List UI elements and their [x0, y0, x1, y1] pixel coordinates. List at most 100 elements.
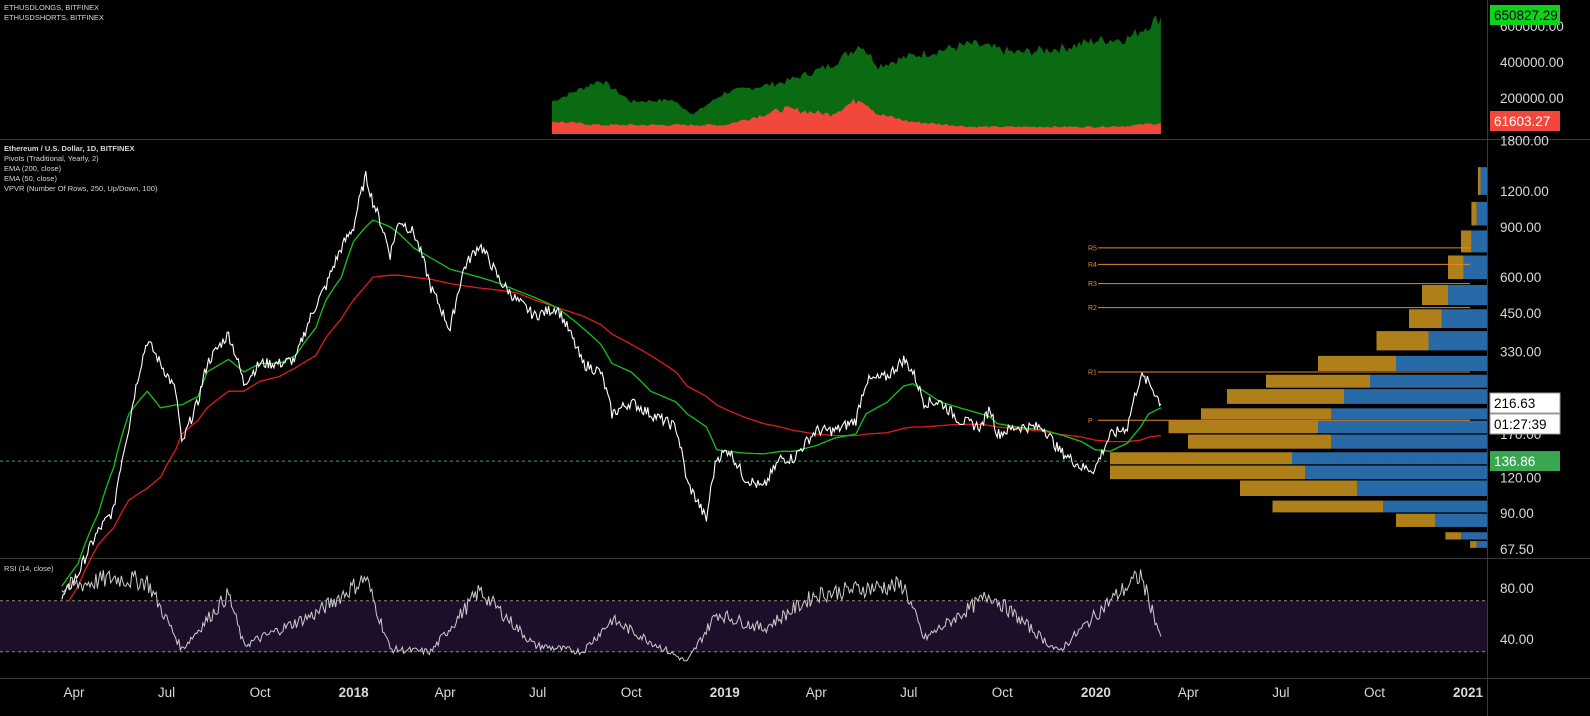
- volume-profile-up-bar: [1370, 374, 1487, 388]
- volume-profile-up-bar: [1461, 532, 1487, 540]
- longs-last-tag-box: [1490, 5, 1560, 25]
- volume-profile-down-bar: [1396, 513, 1435, 527]
- price-axis-tick: 600.00: [1500, 270, 1541, 285]
- pivot-label-r5: R5: [1088, 245, 1097, 252]
- time-axis-month: Oct: [621, 685, 642, 700]
- time-axis-year: 2020: [1081, 685, 1111, 700]
- volume-profile-down-bar: [1477, 167, 1481, 195]
- volume-profile-up-bar: [1471, 230, 1487, 253]
- rsi-pane-legend: RSI (14, close): [4, 564, 54, 574]
- volume-profile-up-bar: [1292, 452, 1487, 465]
- volume-profile-up-bar: [1441, 309, 1487, 329]
- time-axis-month: Jul: [158, 685, 175, 700]
- price-axis-tick: 900.00: [1500, 220, 1541, 235]
- volume-profile-down-bar: [1409, 309, 1442, 329]
- price-last-tag-box: [1489, 392, 1561, 414]
- time-axis[interactable]: Apr Jul Oct 2018 Apr Jul Oct 2019 Apr Jul Oct 2020 A…: [64, 685, 1484, 700]
- volume-profile-down-bar: [1272, 500, 1383, 513]
- volume-profile-up-bar: [1463, 255, 1487, 280]
- symbol-title[interactable]: Ethereum / U.S. Dollar, 1D, BITFINEX: [4, 144, 135, 153]
- ema200-line: [61, 274, 1161, 615]
- countdown-tag: 01:27:39: [1489, 413, 1561, 435]
- hline-price-tag: 136.86: [1490, 451, 1560, 472]
- longs-area: [551, 15, 1161, 134]
- volume-profile-up-bar: [1318, 420, 1487, 434]
- volume-profile-up-bar: [1344, 389, 1487, 404]
- last-value-tags: 650827.29 61603.27 216.63 01:27:39 136.86: [1489, 5, 1561, 472]
- top-axis-tick: 400000.00: [1500, 55, 1564, 70]
- shorts-last-tag-text: 61603.27: [1494, 114, 1550, 129]
- volume-profile-up-bar: [1305, 465, 1487, 480]
- volume-profile-up-bar: [1448, 284, 1487, 306]
- pivot-label-r3: R3: [1088, 281, 1097, 288]
- longs-last-tag-text: 650827.29: [1494, 8, 1558, 23]
- shorts-area: [551, 98, 1161, 134]
- legend-rsi[interactable]: RSI (14, close): [4, 564, 54, 573]
- volume-profile-down-bar: [1376, 331, 1429, 351]
- volume-profile-down-bar: [1445, 532, 1461, 540]
- rsi-axis-tick: 80.00: [1500, 581, 1534, 596]
- shorts-last-tag: 61603.27: [1490, 111, 1560, 131]
- time-axis-month: Oct: [250, 685, 271, 700]
- countdown-tag-box: [1489, 413, 1561, 435]
- volume-profile-up-bar: [1428, 331, 1487, 351]
- volume-profile-down-bar: [1240, 480, 1357, 497]
- legend-vpvr[interactable]: VPVR (Number Of Rows, 250, Up/Down, 100): [4, 184, 158, 193]
- rsi-line: [61, 569, 1162, 662]
- price-axis-tick: 67.50: [1500, 542, 1534, 557]
- volume-profile-down-bar: [1470, 541, 1477, 548]
- time-axis-year: 2018: [339, 685, 370, 700]
- volume-profile-down-bar: [1110, 452, 1292, 465]
- volume-profile-down-bar: [1110, 465, 1305, 480]
- volume-profile-down-bar: [1461, 230, 1472, 253]
- rsi-band: [0, 600, 1487, 652]
- volume-profile-down-bar: [1201, 408, 1331, 420]
- time-axis-month: Apr: [435, 685, 457, 700]
- time-axis-year: 2021: [1453, 685, 1484, 700]
- top-pane-legend: ETHUSDLONGS, BITFINEX ETHUSDSHORTS, BITF…: [4, 3, 104, 23]
- time-axis-month: Jul: [1272, 685, 1289, 700]
- pivot-label-p: P: [1088, 418, 1093, 425]
- rsi-pane: [0, 569, 1487, 662]
- volume-profile-down-bar: [1266, 374, 1370, 388]
- longs-last-tag: 650827.29: [1490, 5, 1560, 25]
- time-axis-year: 2019: [710, 685, 740, 700]
- price-axis-tick: 1200.00: [1500, 184, 1549, 199]
- main-pane-legend: Ethereum / U.S. Dollar, 1D, BITFINEX Piv…: [4, 144, 157, 194]
- price-axis-tick: 90.00: [1500, 506, 1534, 521]
- time-axis-month: Jul: [529, 685, 546, 700]
- legend-ema50[interactable]: EMA (50, close): [4, 174, 57, 183]
- legend-longs: ETHUSDLONGS, BITFINEX: [4, 3, 100, 12]
- volume-profile-up-bar: [1476, 201, 1487, 226]
- price-axis-tick: 450.00: [1500, 306, 1541, 321]
- ema50-line: [61, 219, 1162, 587]
- volume-profile-up-bar: [1396, 355, 1487, 372]
- pivot-label-r1: R1: [1088, 370, 1097, 377]
- shorts-last-tag-box: [1490, 111, 1560, 131]
- price-axis-tick: 330.00: [1500, 345, 1541, 360]
- time-axis-month: Apr: [64, 685, 86, 700]
- longs-shorts-pane: [551, 15, 1161, 134]
- price-line: [61, 170, 1162, 600]
- volume-profile-down-bar: [1188, 434, 1331, 449]
- price-last-tag-text: 216.63: [1494, 396, 1535, 411]
- legend-pivots[interactable]: Pivots (Traditional, Yearly, 2): [4, 154, 99, 163]
- time-axis-month: Apr: [1178, 685, 1200, 700]
- rsi-axis-tick: 40.00: [1500, 632, 1534, 647]
- top-axis-tick: 200000.00: [1500, 91, 1564, 106]
- price-axis-tick: 120.00: [1500, 470, 1541, 485]
- hline-price-tag-text: 136.86: [1494, 454, 1535, 469]
- price-last-tag: 216.63: [1489, 392, 1561, 414]
- volume-profile-down-bar: [1318, 355, 1396, 372]
- volume-profile-up-bar: [1331, 408, 1487, 420]
- legend-ema200[interactable]: EMA (200, close): [4, 164, 62, 173]
- volume-profile-down-bar: [1448, 255, 1464, 280]
- hline-price-tag-box: [1490, 451, 1560, 472]
- price-axis-tick: 1800.00: [1500, 134, 1549, 149]
- volume-profile-up-bar: [1476, 541, 1487, 548]
- time-axis-month: Jul: [900, 685, 917, 700]
- pivot-label-r2: R2: [1088, 305, 1097, 312]
- legend-shorts: ETHUSDSHORTS, BITFINEX: [4, 13, 104, 22]
